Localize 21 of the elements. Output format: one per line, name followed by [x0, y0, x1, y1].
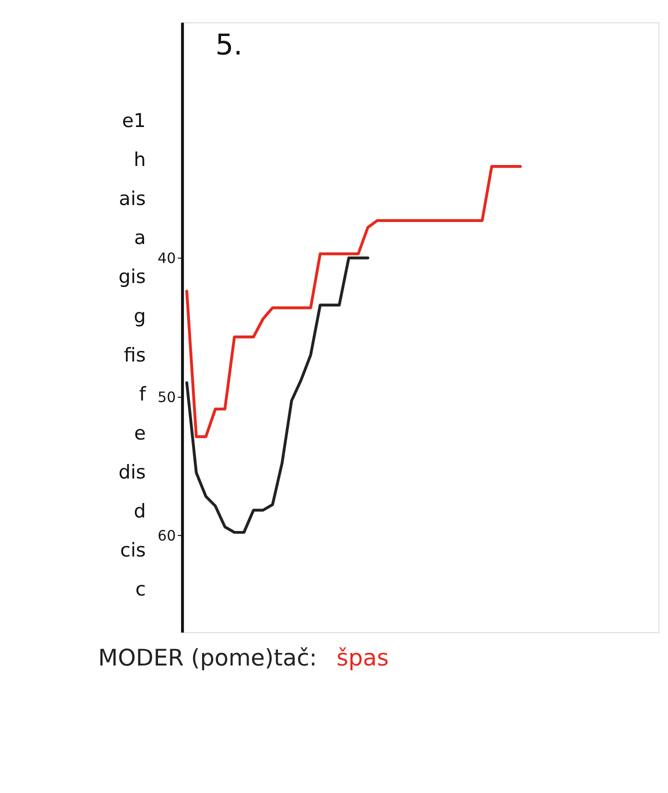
text: dis [118, 461, 146, 484]
y-tick-label: 40 [158, 251, 176, 268]
line-series [185, 165, 522, 438]
text: e1 [122, 110, 146, 132]
text: g [134, 305, 146, 328]
chart-title: 5. [215, 28, 243, 62]
text: h [134, 149, 146, 172]
text: d [134, 500, 146, 522]
text: f [139, 383, 148, 406]
y-tick-label: 50 [158, 390, 176, 406]
text: e [134, 422, 146, 444]
text: cis [120, 539, 146, 562]
text: gis [118, 266, 146, 288]
text: c [135, 578, 146, 601]
y-tick-label: 60 [158, 528, 176, 544]
text: fis [124, 344, 146, 366]
line-series [185, 256, 370, 534]
text: MODER (pome)tač: [98, 646, 317, 672]
text: špas [336, 646, 389, 672]
text: a [134, 227, 146, 250]
text: ais [118, 188, 146, 210]
